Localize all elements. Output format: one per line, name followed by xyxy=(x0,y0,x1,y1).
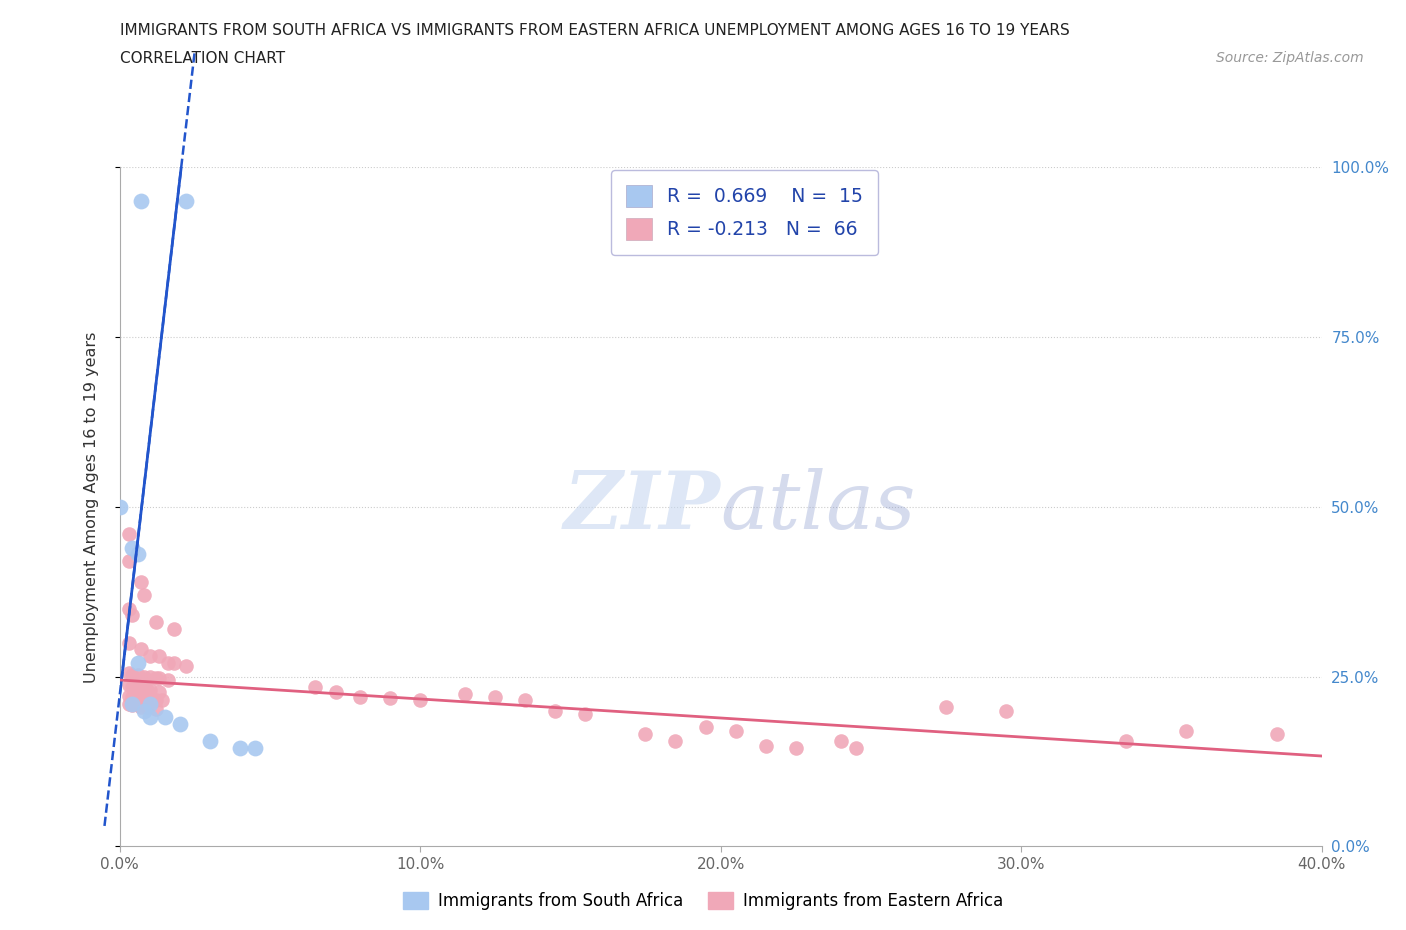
Text: ZIP: ZIP xyxy=(564,468,720,546)
Point xyxy=(995,703,1018,718)
Point xyxy=(145,693,167,708)
Point xyxy=(129,682,152,697)
Point xyxy=(664,734,686,749)
Point xyxy=(127,656,149,671)
Point xyxy=(830,734,852,749)
Point xyxy=(138,670,160,684)
Point xyxy=(117,635,139,650)
Point xyxy=(409,693,432,708)
Point xyxy=(162,621,184,636)
Point xyxy=(243,740,266,755)
Text: CORRELATION CHART: CORRELATION CHART xyxy=(120,51,284,66)
Point xyxy=(127,547,149,562)
Point xyxy=(484,689,506,704)
Point xyxy=(1265,727,1288,742)
Point xyxy=(121,668,143,683)
Legend: Immigrants from South Africa, Immigrants from Eastern Africa: Immigrants from South Africa, Immigrants… xyxy=(396,885,1010,917)
Point xyxy=(169,717,191,732)
Point xyxy=(174,194,197,209)
Point xyxy=(138,683,160,698)
Point xyxy=(1175,724,1198,738)
Point xyxy=(325,684,347,699)
Point xyxy=(132,670,155,684)
Point xyxy=(162,656,184,671)
Point xyxy=(349,689,371,704)
Text: IMMIGRANTS FROM SOUTH AFRICA VS IMMIGRANTS FROM EASTERN AFRICA UNEMPLOYMENT AMON: IMMIGRANTS FROM SOUTH AFRICA VS IMMIGRAN… xyxy=(120,23,1069,38)
Point xyxy=(117,526,139,541)
Point xyxy=(135,683,157,698)
Point xyxy=(127,668,149,683)
Point xyxy=(129,642,152,657)
Point xyxy=(153,710,176,724)
Point xyxy=(121,679,143,694)
Point xyxy=(845,740,868,755)
Point xyxy=(148,684,170,699)
Point xyxy=(304,679,326,694)
Point xyxy=(129,691,152,706)
Point xyxy=(785,740,807,755)
Point xyxy=(138,697,160,711)
Point xyxy=(724,724,747,738)
Point xyxy=(935,699,957,714)
Point xyxy=(150,693,173,708)
Point xyxy=(135,699,157,714)
Point xyxy=(117,688,139,703)
Point xyxy=(127,681,149,696)
Point xyxy=(129,699,152,714)
Point xyxy=(117,697,139,711)
Text: Source: ZipAtlas.com: Source: ZipAtlas.com xyxy=(1216,51,1364,65)
Point xyxy=(127,698,149,712)
Point xyxy=(138,649,160,664)
Point xyxy=(117,602,139,617)
Text: atlas: atlas xyxy=(720,468,915,546)
Point xyxy=(117,666,139,681)
Point xyxy=(129,194,152,209)
Point xyxy=(544,703,567,718)
Point xyxy=(454,686,477,701)
Point xyxy=(135,691,157,706)
Point xyxy=(174,659,197,674)
Point xyxy=(378,691,401,706)
Point xyxy=(145,702,167,717)
Point xyxy=(148,671,170,685)
Legend: R =  0.669    N =  15, R = -0.213   N =  66: R = 0.669 N = 15, R = -0.213 N = 66 xyxy=(612,170,879,255)
Point xyxy=(127,689,149,704)
Point xyxy=(117,677,139,692)
Point xyxy=(121,698,143,712)
Point xyxy=(138,710,160,724)
Point xyxy=(121,697,143,711)
Point xyxy=(121,540,143,555)
Point xyxy=(515,693,537,708)
Point xyxy=(695,720,717,735)
Point xyxy=(145,671,167,685)
Point xyxy=(148,649,170,664)
Point xyxy=(132,703,155,718)
Point xyxy=(121,608,143,623)
Point xyxy=(1115,734,1137,749)
Point xyxy=(574,707,596,722)
Point xyxy=(117,553,139,568)
Point xyxy=(132,588,155,603)
Point xyxy=(228,740,252,755)
Point xyxy=(129,574,152,589)
Point xyxy=(121,689,143,704)
Point xyxy=(634,727,657,742)
Point xyxy=(198,734,221,749)
Point xyxy=(156,656,179,671)
Point xyxy=(156,672,179,687)
Point xyxy=(755,738,778,753)
Y-axis label: Unemployment Among Ages 16 to 19 years: Unemployment Among Ages 16 to 19 years xyxy=(84,331,98,683)
Point xyxy=(108,499,131,514)
Point xyxy=(145,615,167,630)
